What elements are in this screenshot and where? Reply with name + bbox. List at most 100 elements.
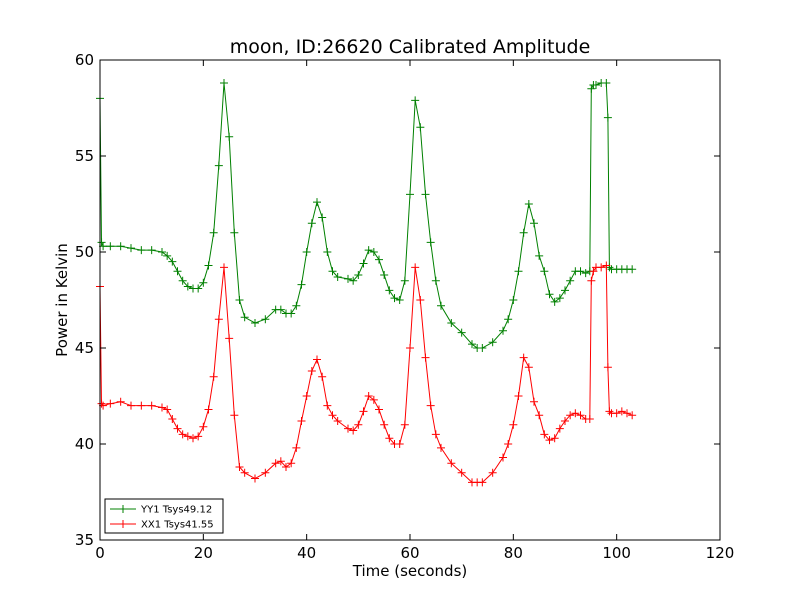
data-point: [168, 257, 177, 266]
legend-label: YY1 Tsys49.12: [140, 505, 212, 516]
data-point: [545, 436, 554, 445]
data-point: [271, 459, 280, 468]
data-point: [287, 309, 296, 318]
legend: YY1 Tsys49.12 XX1 Tsys41.55: [104, 498, 224, 534]
data-point: [411, 96, 420, 105]
y-tick-label: 50: [75, 243, 94, 261]
data-point: [447, 459, 456, 468]
data-point: [328, 411, 337, 420]
data-point: [478, 478, 487, 487]
data-point: [499, 326, 507, 335]
data-point: [509, 296, 518, 304]
series-0: [96, 79, 637, 352]
data-point: [240, 468, 249, 477]
data-point: [421, 190, 430, 199]
data-point: [225, 132, 234, 141]
data-point: [349, 276, 358, 285]
data-point: [313, 355, 321, 364]
data-point: [535, 411, 544, 420]
data-point: [297, 416, 306, 425]
data-point: [545, 290, 554, 299]
data-point: [561, 286, 569, 295]
data-point: [488, 468, 497, 477]
data-point: [571, 409, 580, 418]
data-point: [230, 411, 239, 420]
data-point: [199, 278, 208, 287]
data-point: [349, 426, 358, 435]
data-point: [504, 315, 513, 324]
data-point: [421, 353, 430, 362]
y-tick-label: 60: [75, 51, 94, 69]
data-point: [431, 430, 440, 439]
data-point: [194, 432, 203, 441]
data-point: [333, 416, 342, 425]
data-point: [276, 457, 285, 466]
y-tick-label: 40: [75, 435, 94, 453]
legend-entry: YY1 Tsys49.12: [110, 505, 212, 516]
data-point: [457, 328, 466, 337]
data-point: [106, 399, 115, 408]
data-point: [519, 228, 528, 237]
data-point: [318, 372, 327, 381]
data-point: [416, 296, 425, 304]
data-point: [426, 401, 435, 410]
series-1: [96, 261, 637, 487]
x-tick-label: 120: [706, 544, 735, 562]
x-axis-label: Time (seconds): [352, 562, 468, 580]
data-point: [524, 363, 533, 372]
data-point: [592, 80, 600, 89]
data-point: [302, 248, 311, 256]
data-point: [302, 392, 311, 400]
data-point: [385, 286, 394, 295]
data-point: [468, 340, 476, 349]
data-point: [323, 401, 332, 410]
data-point: [261, 468, 270, 477]
data-point: [550, 434, 559, 443]
data-point: [178, 430, 187, 439]
data-point: [400, 420, 409, 429]
data-point: [178, 276, 187, 285]
data-point: [416, 123, 425, 132]
data-point: [251, 319, 259, 328]
data-point: [504, 440, 513, 448]
data-point: [261, 315, 270, 324]
data-point: [230, 228, 239, 237]
data-point: [163, 405, 172, 414]
data-point: [447, 319, 456, 328]
data-point: [147, 246, 156, 255]
data-point: [183, 282, 192, 291]
ticks-layer: 0 20 40 60 80 100 120 35 40 45 50 55 60: [75, 51, 734, 562]
y-axis-label: Power in Kelvin: [53, 243, 71, 357]
data-point: [566, 276, 575, 285]
legend-entry: XX1 Tsys41.55: [110, 520, 214, 531]
data-point: [395, 440, 404, 448]
data-point: [276, 305, 285, 314]
data-point: [617, 407, 626, 416]
data-point: [540, 430, 549, 439]
series-layer: [96, 79, 637, 487]
data-point: [406, 190, 414, 199]
data-point: [603, 363, 612, 372]
data-point: [603, 113, 612, 122]
data-point: [354, 420, 363, 429]
data-point: [214, 161, 223, 170]
data-point: [395, 296, 404, 304]
data-point: [313, 198, 321, 207]
data-point: [204, 261, 213, 270]
data-point: [380, 420, 389, 429]
data-point: [509, 420, 518, 429]
data-point: [168, 415, 177, 424]
data-point: [602, 261, 611, 270]
data-point: [555, 294, 564, 303]
data-point: [375, 405, 383, 414]
data-point: [540, 267, 549, 276]
data-point: [390, 294, 399, 303]
data-point: [204, 405, 213, 414]
x-tick-label: 20: [194, 544, 213, 562]
data-point: [106, 242, 115, 251]
data-point: [235, 463, 244, 472]
data-point: [400, 276, 409, 285]
data-point: [323, 248, 332, 256]
data-point: [364, 392, 373, 400]
